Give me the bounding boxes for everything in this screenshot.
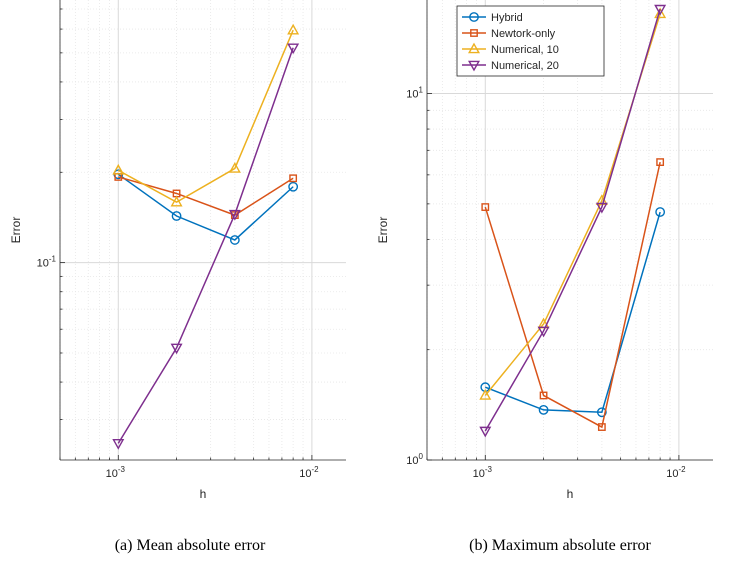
data-point (481, 203, 490, 211)
data-point (539, 391, 548, 400)
y-tick-label: 100 (406, 452, 423, 467)
y-axis-label: Error (9, 217, 23, 244)
legend-entry: Numerical, 10 (462, 42, 559, 56)
legend-label: Hybrid (491, 12, 523, 24)
grid (59, 0, 346, 460)
data-point (595, 202, 608, 214)
data-point (170, 195, 183, 207)
y-tick-label: 101 (406, 86, 423, 101)
series-line (118, 176, 294, 216)
data-point (479, 426, 492, 438)
data-point (289, 174, 298, 183)
data-point (171, 211, 182, 221)
legend-label: Newtork-only (491, 28, 556, 40)
x-tick-label: 10-3 (106, 465, 126, 480)
series-line (117, 29, 294, 204)
data-point (112, 163, 125, 175)
legend: Hybrid Newtork-only Numerical, 10 Numerical… (456, 5, 605, 77)
data-point (656, 158, 665, 167)
panel-mean-absolute-error: 10-3 10-2 10-1 h Error (9, 0, 346, 501)
data-point (597, 423, 606, 431)
series-line (484, 161, 661, 429)
data-point (287, 43, 300, 55)
legend-marker (469, 12, 479, 22)
data-point (170, 343, 183, 355)
series-line (117, 47, 294, 444)
legend-label: Numerical, 20 (491, 60, 559, 72)
data-point (287, 23, 300, 35)
data-point (596, 407, 607, 418)
data-point (112, 439, 125, 450)
x-tick-label: 10-3 (473, 465, 493, 480)
legend-marker (468, 60, 480, 72)
y-tick-label: 10-1 (37, 255, 57, 270)
data-point (288, 181, 299, 192)
plot-area (427, 0, 713, 460)
x-tick-label: 10-2 (666, 465, 686, 480)
series-numerical-10 (112, 23, 300, 207)
y-axis-label: Error (376, 217, 390, 244)
chart-svg: 10-3 10-2 10-1 h Error 10-3 10-2 100 101 h Error H… (9, 0, 713, 501)
data-point (654, 4, 667, 16)
legend-label: Numerical, 10 (491, 44, 559, 56)
x-axis-label: h (200, 487, 207, 501)
series-line (117, 173, 294, 241)
series-numerical-20 (479, 4, 667, 438)
caption-b: (b) Maximum absolute error (469, 537, 651, 554)
legend-marker (468, 42, 480, 54)
data-point (228, 161, 241, 173)
series-line (484, 8, 661, 432)
series-newtork-only (481, 158, 665, 431)
plot-area (60, 0, 346, 460)
data-point (538, 404, 549, 415)
caption-a: (a) Mean absolute error (114, 537, 266, 554)
series-hybrid (113, 169, 299, 245)
panel-maximum-absolute-error: 10-3 10-2 100 101 h Error Hybrid Newtork-only Nu… (376, 0, 713, 501)
x-tick-label: 10-2 (299, 465, 319, 480)
x-axis-label: h (567, 487, 574, 501)
data-point (537, 326, 550, 338)
legend-entry: Hybrid (462, 12, 523, 24)
legend-entry: Numerical, 20 (462, 60, 559, 72)
data-point (655, 207, 666, 217)
legend-marker (470, 29, 478, 37)
legend-entry: Newtork-only (462, 28, 556, 40)
series-numerical-20 (112, 43, 300, 450)
data-point (228, 209, 241, 221)
data-point (654, 7, 667, 19)
data-point (479, 389, 492, 400)
data-point (229, 235, 240, 245)
